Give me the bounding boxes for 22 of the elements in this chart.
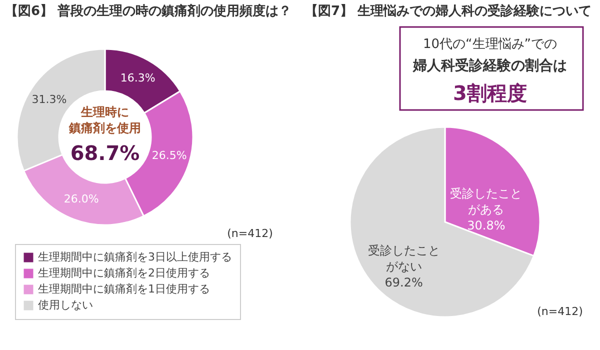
chart-title: 【図7】 生理悩みでの婦人科の受診経験について <box>305 3 592 19</box>
legend-label: 生理期間中に鎮痛剤を3日以上使用する <box>38 250 232 264</box>
text: 3割程度 <box>453 81 527 105</box>
data-label: 16.3% <box>120 72 156 85</box>
text: 生理時に <box>80 105 129 119</box>
slice-label: 受診したことがない <box>368 243 440 274</box>
text: 68.7% <box>70 141 140 165</box>
data-label: 26.0% <box>64 192 99 206</box>
text: (n=412) <box>537 305 583 318</box>
data-label: 26.5% <box>152 148 187 162</box>
text: 鎮痛剤を使用 <box>68 121 141 135</box>
legend-label: 生理期間中に鎮痛剤を1日使用する <box>38 282 210 296</box>
data-label: 31.3% <box>32 92 67 106</box>
legend-label: 使用しない <box>38 298 93 312</box>
slice-label: 受診したことがある <box>450 186 522 217</box>
data-label: 69.2% <box>384 275 423 290</box>
text: 婦人科受診経験の割合は <box>412 57 567 74</box>
legend-label: 生理期間中に鎮痛剤を2日使用する <box>38 266 210 280</box>
text: 10代の“生理悩み”での <box>422 37 558 52</box>
text: (n=412) <box>227 227 273 240</box>
chart-title: 【図6】 普段の生理の時の鎮痛剤の使用頻度は？ <box>5 3 292 19</box>
data-label: 30.8% <box>467 218 506 233</box>
